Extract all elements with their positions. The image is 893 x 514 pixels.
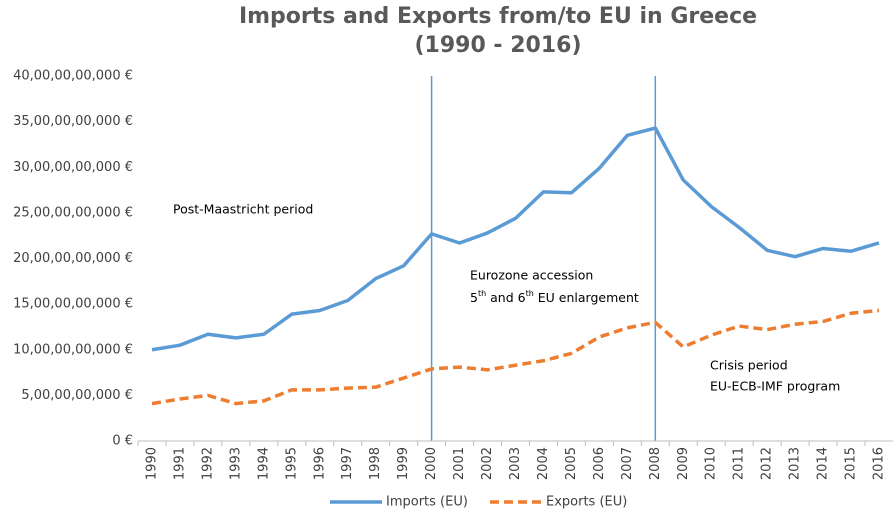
- x-tick-label: 2007: [620, 447, 635, 480]
- y-tick-label: 25,00,00,00,000 €: [13, 205, 133, 220]
- chart-subtitle: (1990 - 2016): [414, 33, 581, 58]
- x-tick-label: 1991: [172, 447, 187, 480]
- y-tick-label: 15,00,00,00,000 €: [13, 297, 133, 312]
- annotation: 5th and 6th EU enlargement: [470, 289, 639, 305]
- annotation-part: and 6: [486, 290, 525, 305]
- x-tick-label: 1999: [396, 447, 411, 480]
- x-tick-label: 2001: [452, 447, 467, 480]
- x-tick-label: 2005: [564, 447, 579, 480]
- x-tick-label: 2006: [592, 447, 607, 480]
- x-tick-label: 1996: [312, 447, 327, 480]
- x-tick-label: 1992: [200, 447, 215, 480]
- x-tick-label: 2012: [760, 447, 775, 480]
- annotation: Crisis period: [710, 358, 788, 373]
- y-tick-label: 20,00,00,00,000 €: [13, 251, 133, 266]
- x-tick-label: 1994: [256, 447, 271, 480]
- legend-label: Exports (EU): [546, 495, 627, 510]
- annotation-part: 5: [470, 290, 478, 305]
- y-tick-label: 5,00,00,00,000 €: [21, 388, 133, 403]
- y-tick-label: 10,00,00,00,000 €: [13, 342, 133, 357]
- y-tick-label: 40,00,00,00,000 €: [13, 69, 133, 84]
- x-tick-label: 2008: [648, 447, 663, 480]
- x-tick-label: 1990: [144, 447, 159, 480]
- annotation: Post-Maastricht period: [173, 202, 313, 217]
- x-tick-label: 1995: [284, 447, 299, 480]
- x-tick-label: 2016: [872, 447, 887, 480]
- x-tick-label: 2002: [480, 447, 495, 480]
- x-tick-label: 1998: [368, 447, 383, 480]
- chart-title: Imports and Exports from/to EU in Greece: [239, 4, 757, 29]
- x-tick-label: 2010: [704, 447, 719, 480]
- annotation: Eurozone accession: [470, 268, 593, 283]
- annotation-sup: th: [526, 289, 534, 298]
- x-tick-label: 2009: [676, 447, 691, 480]
- x-tick-label: 2003: [508, 447, 523, 480]
- annotation-sup: th: [478, 289, 486, 298]
- annotation: EU-ECB-IMF program: [710, 379, 840, 394]
- x-tick-label: 1997: [340, 447, 355, 480]
- x-tick-label: 2014: [816, 447, 831, 480]
- x-tick-label: 2011: [732, 447, 747, 480]
- x-tick-label: 2000: [424, 447, 439, 480]
- legend-label: Imports (EU): [386, 495, 468, 510]
- annotation-part: EU enlargement: [534, 290, 639, 305]
- y-tick-label: 35,00,00,00,000 €: [13, 114, 133, 129]
- x-tick-label: 1993: [228, 447, 243, 480]
- y-tick-label: 0 €: [112, 434, 133, 449]
- x-tick-label: 2004: [536, 447, 551, 480]
- y-tick-label: 30,00,00,00,000 €: [13, 160, 133, 175]
- x-tick-label: 2015: [844, 447, 859, 480]
- x-tick-label: 2013: [788, 447, 803, 480]
- series-line: [151, 126, 880, 352]
- series-line: [151, 308, 880, 406]
